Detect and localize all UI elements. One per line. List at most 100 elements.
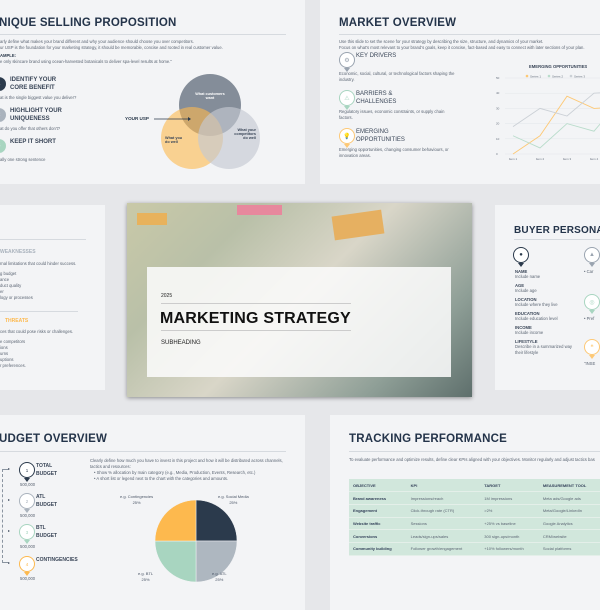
table-cell: Meta/Google/LinkedIn — [538, 504, 600, 518]
lightbulb-icon: 💡 — [339, 128, 355, 148]
budget-number: 2 — [19, 493, 35, 513]
y-tick-label: 0 — [496, 152, 498, 156]
bullet-text: Show % allocation by main category (e.g.… — [96, 470, 256, 475]
table-cell: Website traffic — [349, 517, 407, 531]
legend-marker — [547, 74, 551, 78]
pie-slice — [154, 540, 197, 583]
persona-field: AGE Include age — [515, 283, 577, 294]
budget-amount: 500,000 — [20, 576, 36, 581]
y-tick-label: 30 — [496, 106, 500, 110]
threats-desc: ces that could pose risks or challenges. — [0, 329, 74, 334]
pie-label: e.g. BTL 25% — [138, 571, 153, 582]
table-cell: >2% — [480, 504, 539, 518]
pie-label-name: e.g. Contingencies — [120, 494, 154, 499]
x-tick-label: Item 4 — [590, 157, 599, 161]
list-item: logy or processes — [0, 295, 33, 300]
sticky-note — [237, 205, 282, 215]
pie-slice — [154, 499, 197, 542]
market-item-title: BARRIERS & CHALLENGES — [356, 91, 397, 105]
pie-label-name: e.g. ATL — [212, 571, 227, 576]
step-desc: ally one strong sentence — [0, 157, 46, 162]
list-item: e competitors — [0, 339, 26, 344]
table-cell: Click-through rate (CTR) — [406, 504, 481, 518]
series-line — [512, 123, 600, 149]
table-cell: Impressions/reach — [406, 491, 481, 505]
example-text: e only skincare brand using ocean-harves… — [0, 59, 172, 64]
field-label: LIFESTYLE — [515, 339, 538, 344]
side-text: "INSE — [584, 361, 596, 366]
intro-line: Focus on what's most relevant to your br… — [339, 45, 585, 50]
intro-line: ur USP is the foundation for your market… — [0, 45, 223, 50]
field-label: INCOME — [515, 325, 532, 330]
column-header: TARGET — [480, 479, 539, 493]
venn-you-label: What you do well — [165, 136, 183, 144]
market-item-title: EMERGING OPPORTUNITIES — [356, 129, 405, 143]
y-tick-label: 40 — [496, 91, 500, 95]
list-item: ance — [0, 277, 10, 282]
pie-chart — [154, 499, 238, 583]
step-number: 1 — [0, 77, 6, 91]
table-cell: 300 sign-ups/month — [480, 529, 539, 543]
weaknesses-desc: rnal limitations that could hinder succe… — [0, 261, 77, 266]
legend-label: Series 3 — [574, 75, 585, 79]
column-header: KPI — [406, 479, 481, 493]
slide-title: TRACKING PERFORMANCE — [349, 433, 507, 445]
column-header: OBJECTIVE — [349, 479, 407, 493]
market-slide[interactable]: MARKET OVERVIEW Use this slide to set th… — [320, 0, 600, 184]
threats-heading: THREATS — [5, 318, 29, 324]
field-value: Include income — [515, 330, 544, 335]
gear-icon: ⚙ — [339, 52, 355, 72]
column-header: MEASUREMENT TOOL — [538, 479, 600, 493]
tracking-slide[interactable]: TRACKING PERFORMANCE To evaluate perform… — [330, 415, 600, 610]
title-panel — [147, 267, 451, 377]
list-item: urns — [0, 351, 9, 356]
table-cell: Social platforms — [538, 542, 600, 556]
table-cell: Sessions — [406, 517, 481, 531]
pie-label: e.g. Contingencies 25% — [120, 494, 153, 505]
cover-slide[interactable]: 2025 MARKETING STRATEGY SUBHEADING — [127, 203, 472, 397]
field-value: Include education level — [515, 316, 558, 321]
table-cell: Engagement — [349, 504, 407, 518]
cover-year: 2025 — [161, 293, 173, 299]
step-desc: at is the single biggest value you deliv… — [0, 95, 77, 100]
pie-label-name: e.g. BTL — [138, 571, 154, 576]
quote-icon: ❝ — [584, 339, 600, 359]
table-row: Community building Follower growth/engage… — [349, 542, 600, 556]
arrow-icon: ▸ — [8, 466, 11, 471]
persona-field: INCOME Include income — [515, 325, 577, 336]
budget-amount: 500,000 — [20, 482, 36, 487]
persona-field: LOCATION Include where they live — [515, 297, 577, 308]
budget-item-title: BTL BUDGET — [36, 525, 58, 539]
list-item: ions — [0, 345, 8, 350]
market-item-desc: Regulatory issues, economic constraints,… — [339, 109, 445, 120]
usp-slide[interactable]: NIQUE SELLING PROPOSITION arly define wh… — [0, 0, 305, 184]
table-row: Engagement Click-through rate (CTR) >2% Met… — [349, 504, 600, 518]
legend-label: Series 2 — [552, 75, 563, 79]
list-item: uptions — [0, 357, 14, 362]
y-tick-label: 20 — [496, 122, 500, 126]
budget-slide[interactable]: UDGET OVERVIEW ▸ 1 TOTAL BUDGET 500,000 ▸ 2 AT… — [0, 415, 305, 610]
x-tick-label: Item 1 — [509, 157, 518, 161]
table-cell: 1M impressions — [480, 491, 539, 505]
cover-title: MARKETING STRATEGY — [160, 310, 351, 327]
y-tick-label: 10 — [496, 137, 500, 141]
chart-title: EMERGING OPPORTUNITIES — [529, 64, 588, 69]
field-label: EDUCATION — [515, 311, 540, 316]
field-label: LOCATION — [515, 297, 537, 302]
step-title: HIGHLIGHT YOUR UNIQUENESS — [10, 108, 62, 122]
budget-number: 1 — [19, 462, 35, 482]
x-tick-label: Item 3 — [563, 157, 572, 161]
arrow-icon: ▸ — [8, 560, 11, 565]
budget-number: 4 — [19, 556, 35, 576]
market-item-desc: Economic, social, cultural, or technolog… — [339, 71, 455, 82]
series-line — [512, 92, 600, 128]
step-number: 2 — [0, 108, 6, 122]
venn-competitors-label: What your competitors do well — [234, 128, 256, 140]
swot-slide[interactable]: WEAKNESSES rnal limitations that could h… — [0, 205, 105, 390]
persona-slide[interactable]: BUYER PERSONA ● NAME Include name AGE Inclu… — [495, 205, 600, 390]
side-text: • Car — [584, 269, 594, 274]
list-item: r preferences. — [0, 363, 26, 368]
market-item-title: KEY DRIVERS — [356, 53, 397, 59]
slide-title: MARKET OVERVIEW — [339, 17, 457, 29]
